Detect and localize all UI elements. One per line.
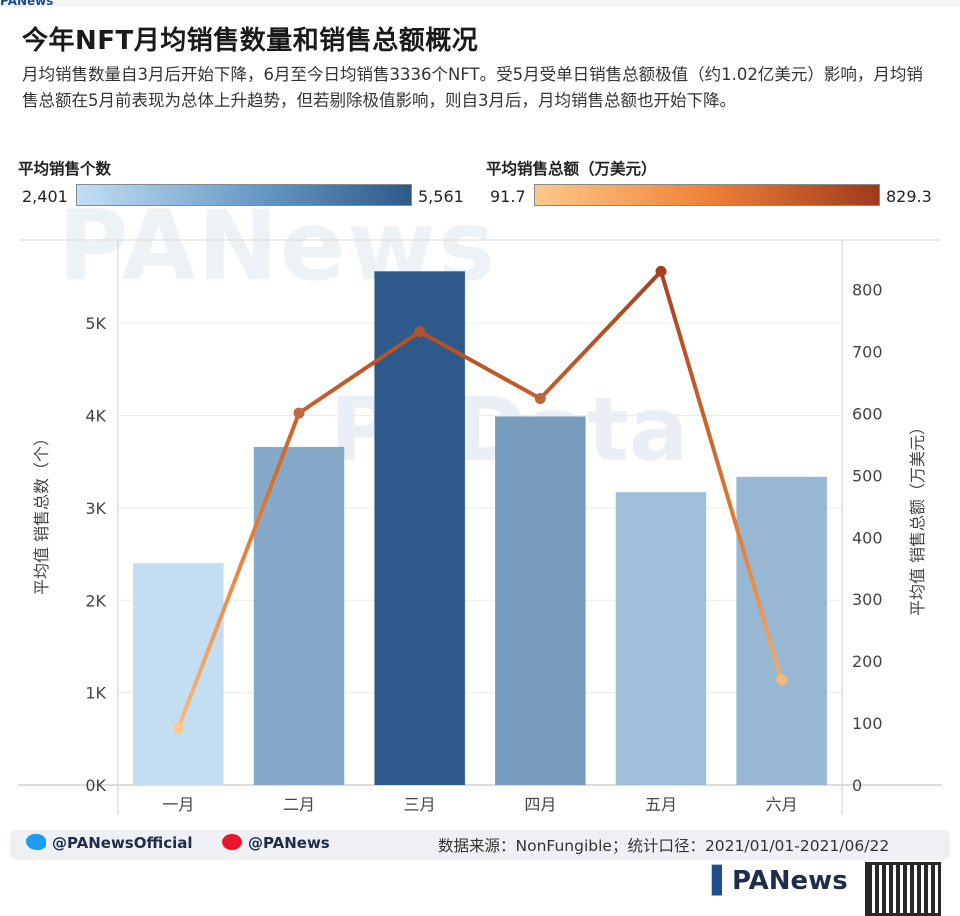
amount-point-5: [655, 265, 667, 277]
amount-point-3: [414, 326, 426, 338]
amount-line: [176, 269, 784, 729]
legend-count-max: 5,561: [418, 187, 464, 206]
legend-amount-min: 91.7: [490, 187, 526, 206]
line-series: [172, 265, 788, 734]
legend-amount-max: 829.3: [886, 187, 932, 206]
legend-amount-gradient: [534, 184, 880, 206]
y-right-label: 平均值 销售总额（万美元）: [908, 419, 927, 616]
x-tick-1: 一月: [162, 795, 194, 814]
y-right-tick-6: 600: [852, 404, 883, 423]
x-tick-4: 四月: [524, 795, 556, 814]
top-brand: PANews: [0, 0, 54, 8]
bar-4: [495, 416, 586, 785]
page-subtitle: 月均销售数量自3月后开始下降，6月至今日均销售3336个NFT。受5月受单日销售…: [22, 65, 923, 110]
weibo-icon: [222, 834, 242, 850]
y-left-tick-4: 4K: [85, 407, 106, 426]
logo-mark-icon: ▌: [712, 866, 732, 896]
axes: 0K 1K 2K 3K 4K 5K 0 100 200 300 400 500 600 700 800 一月 二…: [32, 281, 927, 814]
footer-logo: ▌PANews: [712, 866, 848, 896]
gridlines: [118, 322, 842, 694]
y-right-tick-3: 300: [852, 590, 883, 609]
twitter-text: @PANewsOfficial: [52, 834, 193, 852]
y-left-label: 平均值 销售总数（个）: [32, 430, 51, 595]
qr-code-icon[interactable]: [865, 862, 941, 916]
amount-point-2: [293, 407, 305, 419]
y-left-tick-1: 1K: [85, 684, 106, 703]
bar-6: [736, 476, 827, 785]
bar-3: [374, 271, 465, 785]
page-title: 今年NFT月均销售数量和销售总额概况: [22, 26, 479, 56]
footer-bar: [10, 830, 950, 860]
amount-point-6: [776, 674, 788, 686]
y-left-tick-3: 3K: [85, 499, 106, 518]
y-right-tick-4: 400: [852, 528, 883, 547]
y-right-tick-8: 800: [852, 281, 883, 300]
y-right-tick-2: 200: [852, 652, 883, 671]
logo-text: PANews: [732, 866, 848, 896]
bar-series: [133, 271, 827, 785]
x-tick-5: 五月: [645, 795, 677, 814]
twitter-handle[interactable]: @PANewsOfficial: [26, 834, 193, 852]
y-right-tick-0: 0: [852, 776, 862, 795]
y-right-tick-1: 100: [852, 714, 883, 733]
bar-2: [253, 446, 345, 785]
y-left-tick-5: 5K: [85, 314, 106, 333]
legend-amount-title: 平均销售总额（万美元）: [486, 160, 657, 178]
bar-1: [133, 563, 224, 785]
top-strip: PANews: [0, 0, 960, 8]
legend-count-title: 平均销售个数: [18, 160, 112, 178]
x-tick-2: 二月: [283, 795, 315, 814]
legend-count-gradient: [76, 184, 412, 206]
y-right-tick-5: 500: [852, 466, 883, 485]
y-left-tick-0: 0K: [85, 776, 106, 795]
amount-point-1: [172, 722, 184, 734]
bar-5: [615, 492, 707, 785]
x-tick-6: 六月: [766, 795, 798, 814]
legend-count-min: 2,401: [22, 187, 68, 206]
weibo-text: @PANews: [248, 834, 330, 852]
y-left-tick-2: 2K: [85, 591, 106, 610]
twitter-icon: [26, 834, 46, 850]
amount-point-4: [534, 393, 546, 405]
data-source: 数据来源：NonFungible；统计口径：2021/01/01-2021/06…: [438, 837, 890, 855]
x-tick-3: 三月: [404, 795, 436, 814]
weibo-handle[interactable]: @PANews: [222, 834, 330, 852]
y-right-tick-7: 700: [852, 342, 883, 361]
